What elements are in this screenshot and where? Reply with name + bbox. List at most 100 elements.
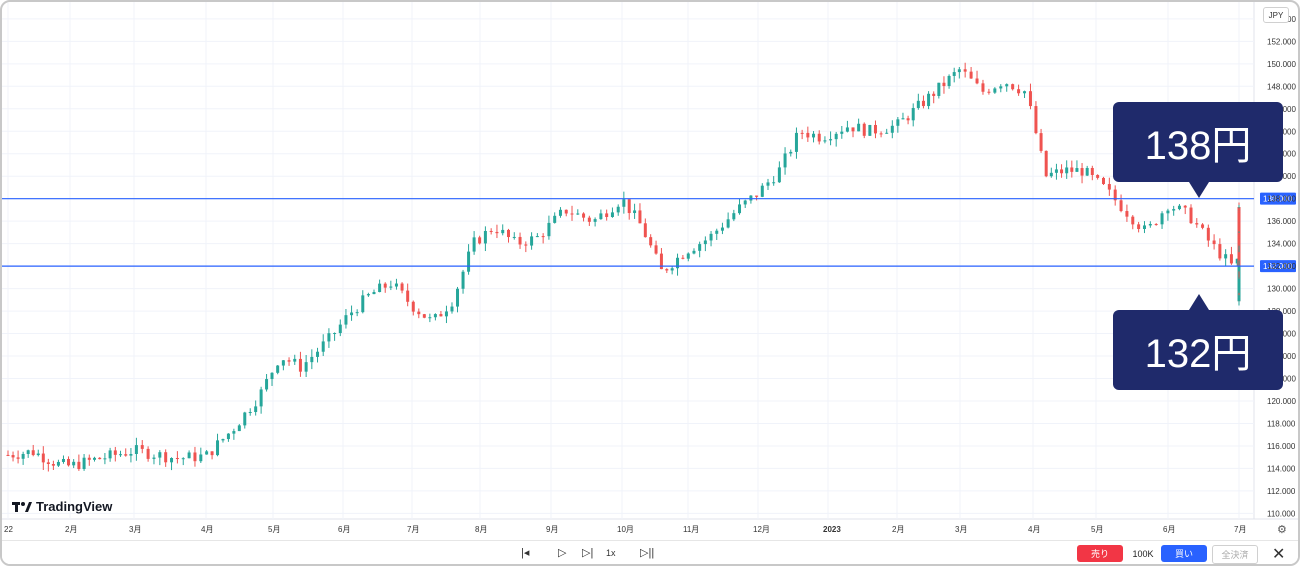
candle-body [732,213,736,220]
candle-body [1113,189,1117,201]
candle-body [879,133,883,135]
jump-end-button[interactable]: ▷|| [640,547,655,559]
candle-body [98,457,102,460]
candle-body [113,450,117,455]
candle-body [676,257,680,269]
candle-body [1005,84,1009,87]
candle-body [582,213,586,218]
candle-body [681,257,685,259]
candle-body [338,324,342,334]
candle-body [406,290,410,302]
candle-body [1201,224,1205,228]
callout-tail [1189,182,1209,198]
candle-body [92,457,96,460]
candle-body [87,457,91,460]
candle-body [1166,210,1170,214]
candle-body [993,88,997,93]
candle-body [777,167,781,183]
candle-body [134,445,138,454]
candle-body [355,312,359,314]
candle-body [501,229,505,234]
y-tick-label: 116.000 [1267,442,1296,451]
candle-body [868,124,872,136]
candle-body [812,133,816,138]
candle-body [937,82,941,96]
callout-132: 132円 [1113,294,1283,390]
jump-back-button[interactable]: |◂ [521,547,530,559]
candle-body [643,223,647,238]
y-tick-label: 120.000 [1267,397,1296,406]
candle-body [749,195,753,201]
x-tick-label: 5月 [268,525,280,534]
play-button[interactable]: ▷ [558,547,567,559]
step-forward-button[interactable]: ▷| [582,547,594,559]
candle-body [686,253,690,259]
candle-body [77,461,81,470]
candle-body [298,358,302,372]
candle-body [67,458,71,466]
buy-button[interactable]: 買い [1161,545,1207,562]
close-icon[interactable]: ✕ [1272,546,1286,563]
candle-body [1148,224,1152,226]
candle-body [738,204,742,214]
candle-body [248,412,252,414]
price-tag-132: 132.000 [1263,262,1292,271]
candle-body [817,133,821,142]
candle-body [316,351,320,357]
settings-icon[interactable]: ⚙ [1277,524,1287,536]
candle-body [366,294,370,296]
candle-body [622,199,626,207]
x-tick-label: 12月 [753,525,770,534]
candle-body [845,127,849,132]
candle-body [772,182,776,184]
y-tick-label: 148.000 [1267,82,1296,91]
tradingview-logo[interactable]: TradingView [12,499,112,514]
x-tick-label: 3月 [955,525,967,534]
candle-body [901,118,905,120]
candle-body [823,140,827,142]
quantity-label[interactable]: 100K [1132,548,1154,559]
candle-body [963,69,967,72]
candle-body [942,82,946,87]
candle-body [720,227,724,231]
candle-body [553,215,557,223]
candle-body [281,360,285,366]
candle-body [932,93,936,96]
candle-body [1177,205,1181,210]
candle-body [72,461,76,466]
candle-body [957,69,961,73]
candle-body [270,372,274,380]
y-tick-label: 134.000 [1267,240,1296,249]
candle-body [483,230,487,244]
price-tag-138: 138.000 [1263,195,1292,204]
candle-body [593,219,597,222]
candle-body [906,118,910,121]
candle-body [1065,167,1069,174]
candle-body [1028,91,1032,107]
candle-body [411,301,415,312]
candle-body [981,83,985,92]
candle-body [1090,167,1094,175]
candle-body [456,288,460,307]
candle-body [987,91,991,93]
candle-body [806,132,810,138]
candle-body [947,75,951,87]
candle-body [243,412,247,426]
candle-body [698,244,702,251]
currency-badge[interactable]: JPY [1263,7,1289,23]
candle-body [1085,167,1089,176]
candle-body [1119,200,1123,212]
candle-body [187,452,191,459]
candle-body [1080,168,1084,176]
candle-body [873,124,877,134]
sell-button[interactable]: 売り [1077,545,1123,562]
close-all-button[interactable]: 全決済 [1212,545,1258,564]
candle-body [361,295,365,313]
candle-body [524,244,528,246]
candle-body [857,123,861,132]
candle-body [587,217,591,222]
candle-body [1212,240,1216,245]
candle-body [896,119,900,126]
speed-selector[interactable]: 1x [606,548,616,558]
